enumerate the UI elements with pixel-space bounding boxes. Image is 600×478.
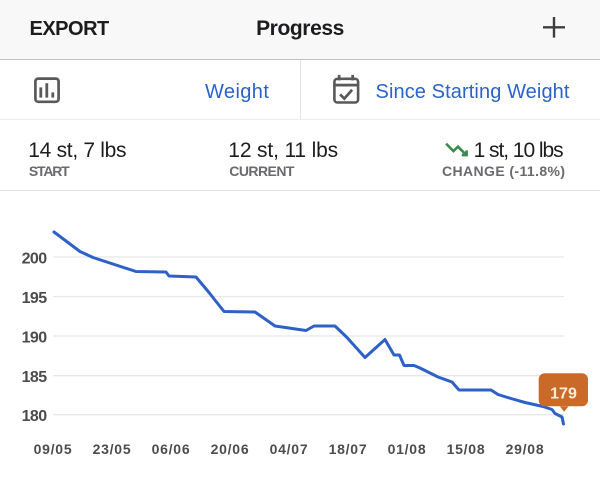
svg-text:29/08: 29/08 <box>506 441 545 457</box>
svg-text:190: 190 <box>22 330 48 347</box>
svg-text:195: 195 <box>22 290 48 307</box>
svg-text:06/06: 06/06 <box>152 441 191 457</box>
svg-text:200: 200 <box>22 251 48 268</box>
svg-text:23/05: 23/05 <box>93 441 132 457</box>
svg-text:01/08: 01/08 <box>388 441 427 457</box>
svg-text:04/07: 04/07 <box>270 441 309 457</box>
svg-text:179: 179 <box>550 386 577 403</box>
svg-text:18/07: 18/07 <box>329 441 368 457</box>
svg-text:09/05: 09/05 <box>34 441 73 457</box>
svg-text:180: 180 <box>22 408 48 425</box>
svg-text:15/08: 15/08 <box>447 441 486 457</box>
svg-text:185: 185 <box>22 369 48 386</box>
svg-text:20/06: 20/06 <box>211 441 250 457</box>
